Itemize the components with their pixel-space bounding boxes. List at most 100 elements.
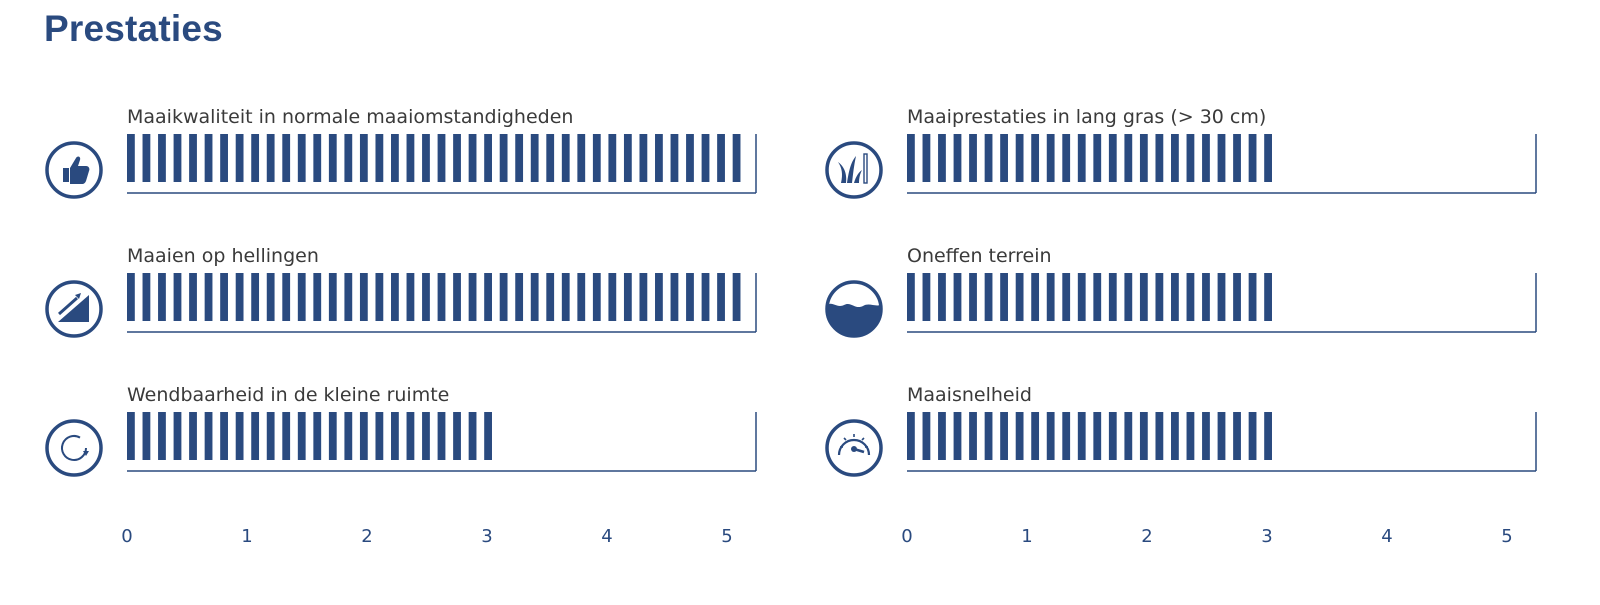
- bar-stripe: [344, 412, 353, 460]
- bar-stripe: [1000, 412, 1008, 460]
- bar-stripe: [1155, 412, 1164, 460]
- bar-stripe: [1171, 134, 1179, 182]
- tick-label: 4: [601, 526, 613, 547]
- bar-stripe: [422, 412, 430, 460]
- bar-stripe: [375, 412, 384, 460]
- bar-stripe: [142, 273, 151, 321]
- bar-stripe: [328, 273, 337, 321]
- bar-stripe: [701, 273, 710, 321]
- bar-stripe: [437, 412, 446, 460]
- bar-stripe: [189, 412, 197, 460]
- bar-stripe: [453, 273, 461, 321]
- tick-label: 4: [1381, 526, 1393, 547]
- bar-stripe: [639, 273, 648, 321]
- bar-stripe: [1077, 134, 1086, 182]
- bar-stripe: [1233, 134, 1241, 182]
- metric-rough-terrain: Oneffen terrein: [824, 245, 1564, 365]
- metric-label: Maaisnelheid: [907, 384, 1032, 406]
- tick-label: 2: [361, 526, 373, 547]
- bar-stripe: [1000, 273, 1008, 321]
- bar-value-2: [127, 412, 492, 460]
- bar-stripe: [1186, 134, 1195, 182]
- bar-stripe: [484, 273, 492, 321]
- bar-stripe: [142, 134, 151, 182]
- bar-stripe: [670, 134, 679, 182]
- bar-stripe: [1264, 273, 1272, 321]
- bar-stripe: [938, 134, 946, 182]
- bar-stripe: [1139, 134, 1148, 182]
- bar-stripe: [1155, 273, 1164, 321]
- bar-stripe: [391, 134, 399, 182]
- bar-stripe: [453, 412, 461, 460]
- bar-stripe: [313, 412, 322, 460]
- bar-track: [127, 134, 757, 194]
- bar-stripe: [142, 412, 151, 460]
- bar-stripe: [406, 412, 415, 460]
- rotate-icon: [45, 419, 103, 477]
- bar-stripe: [453, 134, 461, 182]
- bar-stripe: [127, 412, 135, 460]
- bar-track: [907, 273, 1537, 333]
- bar-stripe: [391, 273, 399, 321]
- bar-value-1: [127, 273, 741, 321]
- x-axis-left: 0 1 2 3 4 5: [121, 518, 756, 548]
- tall-grass-icon: [825, 141, 883, 199]
- bar-stripe: [344, 273, 353, 321]
- bar-stripe: [907, 273, 915, 321]
- tick-label: 0: [121, 526, 133, 547]
- bar-stripe: [561, 134, 570, 182]
- metric-label: Oneffen terrein: [907, 245, 1052, 267]
- bar-track: [907, 412, 1537, 472]
- bar-stripe: [608, 134, 617, 182]
- bar-stripe: [546, 134, 555, 182]
- bar-stripe: [437, 134, 446, 182]
- bar-stripe: [717, 273, 725, 321]
- bar-stripe: [1046, 412, 1055, 460]
- bar-stripe: [1077, 273, 1086, 321]
- tick-label: 3: [1261, 526, 1273, 547]
- bar-stripe: [1171, 412, 1179, 460]
- tick-label: 1: [1021, 526, 1033, 547]
- bar-stripe: [1233, 273, 1241, 321]
- bar-stripe: [623, 273, 632, 321]
- bar-stripe: [282, 273, 291, 321]
- bar-stripe: [235, 134, 244, 182]
- bar-stripe: [484, 134, 492, 182]
- bar-stripe: [922, 412, 931, 460]
- bar-stripe: [592, 134, 601, 182]
- x-axis-right: 0 1 2 3 4 5: [901, 518, 1536, 548]
- bar-stripe: [1248, 273, 1257, 321]
- bar-stripe: [1031, 273, 1040, 321]
- bar-stripe: [313, 273, 322, 321]
- bar-stripe: [1233, 412, 1241, 460]
- bar-stripe: [484, 412, 492, 460]
- bar-stripe: [984, 273, 993, 321]
- bar-stripe: [577, 273, 586, 321]
- bar-stripe: [127, 273, 135, 321]
- bar-stripe: [251, 134, 260, 182]
- bar-stripe: [468, 273, 477, 321]
- bar-stripe: [359, 412, 368, 460]
- bar-stripe: [1093, 134, 1102, 182]
- bar-stripe: [189, 134, 197, 182]
- bar-stripe: [953, 134, 962, 182]
- bar-stripe: [282, 134, 291, 182]
- bar-stripe: [204, 134, 213, 182]
- metric-label: Maaikwaliteit in normale maaiomstandighe…: [127, 106, 574, 128]
- bar-stripe: [1264, 134, 1272, 182]
- bar-stripe: [406, 273, 415, 321]
- bar-stripe: [173, 134, 182, 182]
- bar-stripe: [984, 134, 993, 182]
- bar-stripe: [655, 134, 663, 182]
- bar-stripe: [686, 273, 694, 321]
- bar-stripe: [1264, 412, 1272, 460]
- bar-stripe: [251, 412, 260, 460]
- tick-label: 5: [721, 526, 733, 547]
- metric-label: Maaiprestaties in lang gras (> 30 cm): [907, 106, 1267, 128]
- bar-stripe: [282, 412, 291, 460]
- bar-stripe: [158, 412, 166, 460]
- bar-stripe: [1077, 412, 1086, 460]
- bar-value-4: [907, 273, 1272, 321]
- bar-stripe: [686, 134, 694, 182]
- metric-maneuverability: Wendbaarheid in de kleine ruimte: [44, 384, 784, 504]
